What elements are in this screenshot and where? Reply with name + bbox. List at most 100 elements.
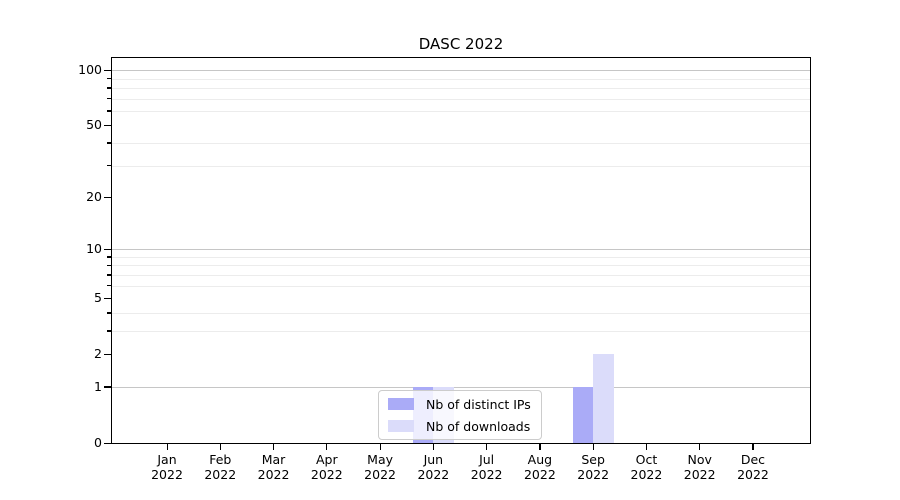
gridline-minor (111, 274, 811, 276)
x-tick-month: Apr (315, 452, 338, 467)
x-tick-year: 2022 (630, 467, 663, 482)
x-tick-label: Aug 2022 (512, 452, 568, 482)
x-tick-year: 2022 (364, 467, 396, 482)
x-tick-label: Jun 2022 (405, 452, 461, 482)
y-tick-mark (104, 196, 111, 198)
x-tick-year: 2022 (577, 467, 610, 482)
x-tick-mark (219, 444, 221, 450)
y-tick-mark (104, 248, 111, 250)
legend-item: Nb of downloads (388, 418, 541, 434)
gridline-minor (111, 256, 811, 258)
legend-swatch-distinct-ips (388, 398, 414, 410)
gridline-minor (111, 265, 811, 267)
x-tick-label: Sep 2022 (565, 452, 621, 482)
x-tick-mark (592, 444, 594, 450)
x-tick-month: Feb (209, 452, 232, 467)
gridline-minor (111, 142, 811, 144)
gridline-minor (111, 78, 811, 80)
x-tick-month: Jun (423, 452, 444, 467)
y-minor-tick-mark (107, 274, 111, 276)
bar-distinct-ips (572, 386, 594, 443)
y-tick-mark (104, 353, 111, 355)
y-tick-mark (104, 69, 111, 71)
x-tick-year: 2022 (417, 467, 450, 482)
x-tick-month: Nov (687, 452, 712, 467)
x-tick-label: Dec 2022 (725, 452, 781, 482)
x-tick-label: Oct 2022 (618, 452, 674, 482)
y-minor-tick-mark (107, 312, 111, 314)
x-tick-year: 2022 (523, 467, 556, 482)
x-tick-year: 2022 (151, 467, 183, 482)
x-tick-month: Dec (740, 452, 766, 467)
x-tick-label: Nov 2022 (672, 452, 728, 482)
y-tick-label: 50 (86, 117, 102, 133)
gridline-minor (111, 98, 811, 100)
y-minor-tick-mark (107, 256, 111, 258)
y-minor-tick-mark (107, 142, 111, 144)
gridline-minor (111, 110, 811, 112)
gridline-minor (111, 87, 811, 89)
legend-label: Nb of downloads (426, 418, 531, 434)
y-tick-mark (104, 386, 111, 388)
y-tick-label: 2 (94, 346, 102, 362)
gridline-major (111, 70, 811, 72)
x-tick-label: Apr 2022 (299, 452, 355, 482)
y-tick-mark (104, 124, 111, 126)
y-minor-tick-mark (107, 264, 111, 267)
x-tick-mark (699, 444, 701, 450)
x-tick-label: May 2022 (352, 452, 408, 482)
y-tick-label: 0 (94, 435, 102, 450)
x-tick-year: 2022 (470, 467, 503, 482)
gridline-minor (111, 330, 811, 332)
x-tick-year: 2022 (257, 467, 290, 482)
x-tick-month: Oct (635, 452, 658, 467)
legend-swatch-downloads (388, 420, 414, 432)
x-tick-year: 2022 (310, 467, 343, 482)
x-tick-year: 2022 (683, 467, 716, 482)
y-minor-tick-mark (107, 330, 111, 332)
y-tick-label: 20 (86, 189, 102, 204)
x-tick-month: Jan (157, 452, 177, 467)
gridline-minor (111, 285, 811, 287)
y-minor-tick-mark (107, 285, 111, 287)
x-tick-year: 2022 (204, 467, 237, 482)
x-tick-year: 2022 (737, 467, 769, 482)
x-tick-mark (273, 444, 275, 450)
y-tick-label: 5 (94, 290, 102, 306)
x-tick-label: Feb 2022 (192, 452, 248, 482)
bar-downloads (593, 354, 614, 443)
gridline-minor (111, 165, 811, 167)
x-tick-mark (432, 444, 435, 450)
legend-item: Nb of distinct IPs (388, 396, 541, 412)
x-tick-label: Jan 2022 (139, 452, 195, 482)
y-minor-tick-mark (107, 110, 111, 112)
x-tick-label: Jul 2022 (459, 452, 515, 482)
x-tick-label: Mar 2022 (246, 452, 302, 482)
x-tick-month: Mar (261, 452, 286, 467)
legend: Nb of distinct IPs Nb of downloads (378, 390, 542, 440)
legend-label: Nb of distinct IPs (426, 396, 531, 412)
x-tick-mark (166, 444, 168, 450)
x-tick-mark (379, 444, 381, 450)
x-tick-month: Aug (527, 452, 553, 467)
gridline-major (111, 386, 811, 388)
gridline-minor (111, 312, 811, 314)
chart-title: DASC 2022 (418, 35, 504, 53)
x-tick-mark (539, 444, 541, 450)
y-tick-label: 100 (78, 62, 102, 78)
x-tick-mark (326, 444, 328, 450)
x-tick-mark (752, 444, 754, 450)
x-tick-month: Jul (479, 452, 495, 467)
x-tick-mark (486, 444, 488, 450)
y-minor-tick-mark (107, 87, 111, 89)
y-minor-tick-mark (107, 98, 111, 100)
y-tick-label: 1 (94, 378, 102, 394)
x-tick-mark (645, 444, 648, 450)
y-tick-mark (104, 297, 111, 299)
y-minor-tick-mark (107, 165, 111, 167)
plot-area (111, 57, 811, 444)
y-tick-label: 10 (86, 241, 102, 257)
gridline-major (111, 249, 811, 251)
y-tick-mark (104, 442, 111, 444)
